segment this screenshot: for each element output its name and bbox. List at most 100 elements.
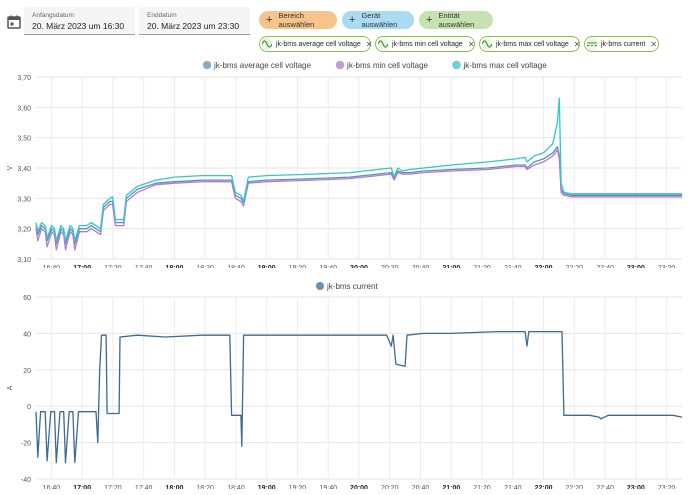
y-tick-label: 3,70 [17, 75, 31, 82]
close-icon[interactable]: ✕ [573, 39, 581, 49]
x-tick-label: 16:40 [43, 485, 61, 489]
start-date-value: 20. März 2023 um 16:30 [32, 21, 125, 31]
x-tick-label: 20:00 [350, 485, 368, 489]
x-tick-label: 20:00 [350, 265, 368, 268]
x-tick-label: 21:00 [442, 265, 460, 268]
legend-marker[interactable] [335, 60, 345, 70]
x-tick-label: 20:20 [381, 485, 399, 489]
legend-label[interactable]: jk-bms min cell voltage [346, 61, 428, 70]
x-tick-label: 23:00 [627, 485, 645, 489]
x-tick-label: 17:00 [73, 485, 91, 489]
sine-wave-icon [262, 38, 272, 50]
current-icon [587, 38, 597, 50]
entity-chip-average-voltage[interactable]: jk-bms average cell voltage ✕ [259, 36, 373, 52]
legend-marker[interactable] [202, 60, 212, 70]
y-axis-label: V [7, 165, 14, 170]
x-tick-label: 18:40 [227, 265, 245, 268]
end-date-field[interactable]: Enddatum 20. März 2023 um 23:30 [139, 7, 250, 35]
y-tick-label: 40 [23, 331, 31, 338]
start-date-label: Anfangsdatum [32, 12, 74, 19]
y-tick-label: 3,60 [17, 105, 31, 112]
x-tick-label: 17:20 [104, 485, 122, 489]
x-tick-label: 19:40 [320, 265, 338, 268]
entity-chip-min-voltage[interactable]: jk-bms min cell voltage ✕ [375, 36, 475, 52]
x-tick-label: 18:20 [196, 485, 214, 489]
sine-wave-icon [482, 38, 492, 50]
y-tick-label: 0 [27, 404, 31, 411]
x-tick-label: 17:40 [135, 265, 153, 268]
x-tick-label: 21:20 [473, 265, 491, 268]
chip-label: jk-bms min cell voltage [392, 40, 463, 48]
chip-label: jk-bms current [601, 40, 646, 48]
series-line[interactable] [35, 330, 683, 464]
x-tick-label: 19:40 [320, 485, 338, 489]
y-tick-label: -20 [21, 441, 31, 448]
start-date-field[interactable]: Anfangsdatum 20. März 2023 um 16:30 [24, 7, 135, 35]
series-line[interactable] [35, 149, 682, 251]
x-tick-label: 22:00 [535, 265, 553, 268]
calendar-icon[interactable] [6, 14, 22, 30]
x-tick-label: 23:20 [658, 485, 676, 489]
x-tick-label: 21:40 [504, 265, 522, 268]
legend-label[interactable]: jk-bms max cell voltage [463, 61, 548, 70]
legend-marker[interactable] [315, 281, 325, 291]
x-tick-label: 17:00 [73, 265, 91, 268]
x-tick-label: 20:40 [412, 265, 430, 268]
x-tick-label: 18:00 [165, 265, 183, 268]
plus-icon: + [426, 14, 433, 26]
sine-wave-icon [378, 38, 388, 50]
plus-icon: + [266, 14, 273, 26]
end-date-label: Enddatum [147, 12, 177, 19]
x-tick-label: 18:00 [165, 485, 183, 489]
y-tick-label: 3,50 [17, 136, 31, 143]
legend-label[interactable]: jk-bms current [326, 282, 378, 291]
x-tick-label: 22:20 [566, 265, 584, 268]
x-tick-label: 22:20 [566, 485, 584, 489]
x-tick-label: 22:40 [596, 265, 614, 268]
voltage-chart[interactable]: jk-bms average cell voltage jk-bms min ce… [0, 58, 690, 268]
x-tick-label: 19:20 [289, 485, 307, 489]
x-tick-label: 17:40 [135, 485, 153, 489]
entity-chip-current[interactable]: jk-bms current ✕ [584, 36, 659, 52]
y-tick-label: 20 [23, 368, 31, 375]
x-tick-label: 22:40 [596, 485, 614, 489]
select-entity-label: Entität auswählen [438, 11, 475, 29]
current-chart[interactable]: jk-bms current -40 -20 0 20 40 60 16:40 17:00 17:… [0, 279, 690, 489]
y-tick-label: 60 [23, 295, 31, 302]
y-axis-label: A [7, 385, 14, 390]
legend-label[interactable]: jk-bms average cell voltage [213, 61, 311, 70]
select-area-button[interactable]: + Bereich auswählen [259, 11, 337, 29]
select-entity-button[interactable]: + Entität auswählen [419, 11, 493, 29]
y-tick-label: 3,10 [17, 257, 31, 264]
close-icon[interactable]: ✕ [365, 39, 373, 49]
chip-label: jk-bms max cell voltage [496, 40, 569, 48]
chip-label: jk-bms average cell voltage [276, 40, 361, 48]
entity-chip-max-voltage[interactable]: jk-bms max cell voltage ✕ [479, 36, 580, 52]
y-tick-label: 3,40 [17, 166, 31, 173]
x-tick-label: 17:20 [104, 265, 122, 268]
x-tick-label: 22:00 [535, 485, 553, 489]
x-tick-label: 20:40 [412, 485, 430, 489]
x-tick-label: 21:20 [473, 485, 491, 489]
x-tick-label: 16:40 [43, 265, 61, 268]
x-tick-label: 23:00 [627, 265, 645, 268]
end-date-value: 20. März 2023 um 23:30 [147, 21, 240, 31]
x-tick-label: 21:40 [504, 485, 522, 489]
select-device-button[interactable]: + Gerät auswählen [342, 11, 414, 29]
select-device-label: Gerät auswählen [361, 11, 398, 29]
x-tick-label: 19:20 [289, 265, 307, 268]
x-tick-label: 21:00 [442, 485, 460, 489]
x-tick-label: 19:00 [258, 265, 276, 268]
series-line[interactable] [35, 97, 682, 242]
plus-icon: + [349, 14, 356, 26]
y-tick-label: -40 [21, 477, 31, 484]
close-icon[interactable]: ✕ [650, 39, 658, 49]
x-tick-label: 18:40 [227, 485, 245, 489]
legend-marker[interactable] [452, 60, 461, 70]
select-area-label: Bereich auswählen [278, 11, 315, 29]
y-tick-label: 3,30 [17, 196, 31, 203]
y-tick-label: 3,20 [17, 227, 31, 234]
x-tick-label: 18:20 [196, 265, 214, 268]
x-tick-label: 20:20 [381, 265, 399, 268]
close-icon[interactable]: ✕ [467, 39, 475, 49]
